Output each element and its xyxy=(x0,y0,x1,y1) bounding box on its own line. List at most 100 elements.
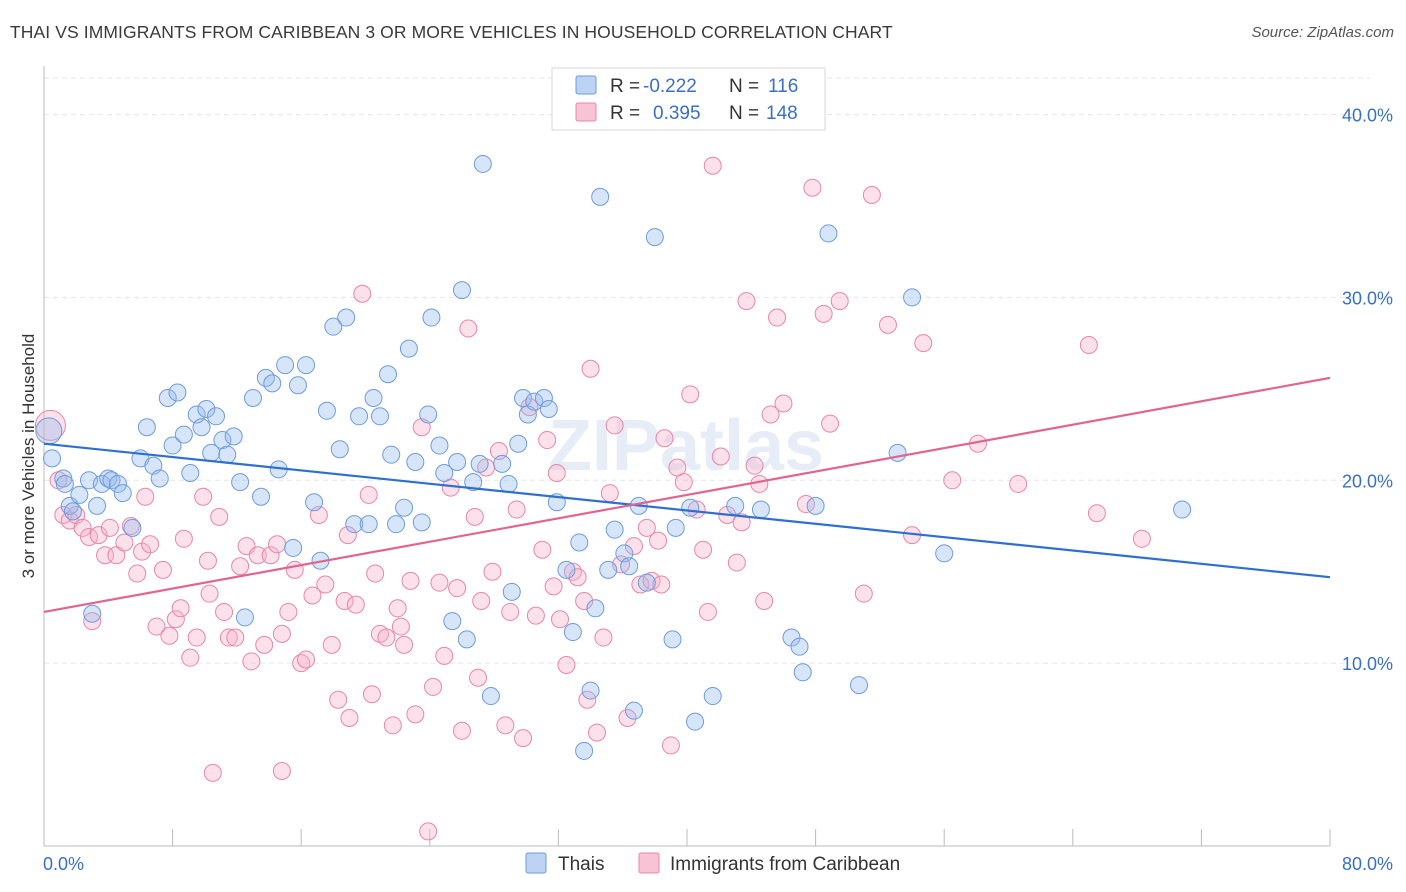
thais-point xyxy=(457,630,476,649)
caribbean-point xyxy=(1087,504,1106,523)
thais-point xyxy=(663,630,682,649)
caribbean-point xyxy=(862,186,881,205)
caribbean-point xyxy=(115,533,134,552)
caribbean-point xyxy=(242,652,261,671)
caribbean-point xyxy=(526,606,545,625)
caribbean-point xyxy=(147,617,166,636)
caribbean-point xyxy=(34,409,66,441)
caribbean-point xyxy=(322,635,341,654)
thais-point xyxy=(284,538,303,557)
thais-point xyxy=(493,454,512,473)
thais-point xyxy=(168,383,187,402)
caribbean-point xyxy=(727,553,746,572)
thais-point xyxy=(163,436,182,455)
caribbean-point xyxy=(745,456,764,475)
thais-point xyxy=(297,356,316,375)
caribbean-point xyxy=(231,557,250,576)
thais-point xyxy=(599,560,618,579)
caribbean-point xyxy=(136,487,155,506)
thais-point xyxy=(514,389,533,407)
thais-point xyxy=(464,473,483,492)
thais-point xyxy=(726,496,745,515)
thais-point xyxy=(473,154,492,173)
thais-point xyxy=(276,356,295,375)
caribbean-point xyxy=(637,518,656,537)
thais-point xyxy=(263,374,282,393)
caribbean-point xyxy=(711,447,730,466)
thais-point xyxy=(605,520,624,539)
thais-point xyxy=(35,417,63,445)
thais-point xyxy=(43,449,62,468)
stats-n-label-caribbean: N = xyxy=(729,103,759,124)
thais-point xyxy=(364,389,383,407)
thais-point xyxy=(412,513,431,532)
caribbean-point xyxy=(171,599,190,618)
thais-point xyxy=(681,498,700,517)
stats-box-frame xyxy=(551,67,826,131)
caribbean-point xyxy=(594,628,613,647)
caribbean-point xyxy=(340,709,359,727)
caribbean-point xyxy=(557,655,576,674)
caribbean-point xyxy=(292,654,311,673)
caribbean-point xyxy=(575,591,594,610)
caribbean-point xyxy=(153,560,172,579)
stats-n-label-thais: N = xyxy=(729,76,759,97)
thais-point xyxy=(399,339,418,358)
caribbean-point xyxy=(424,677,443,696)
caribbean-point xyxy=(755,591,774,610)
thais-point xyxy=(509,434,528,453)
thais-point xyxy=(751,500,770,519)
caribbean-point xyxy=(100,518,119,537)
thais-point xyxy=(387,515,406,534)
thais-point xyxy=(703,687,722,706)
caribbean-point xyxy=(830,292,849,311)
caribbean-point xyxy=(335,591,354,610)
caribbean-point xyxy=(703,156,722,175)
thais-point xyxy=(305,493,324,512)
thais-point xyxy=(350,407,369,426)
caribbean-point xyxy=(563,562,582,581)
legend-label-caribbean: Immigrants from Caribbean xyxy=(670,854,900,875)
caribbean-point xyxy=(587,723,606,742)
caribbean-point xyxy=(649,531,668,550)
caribbean-point xyxy=(435,646,454,665)
caribbean-point xyxy=(107,546,126,565)
stats-r-label-caribbean: R = xyxy=(610,103,640,124)
caribbean-point xyxy=(359,485,378,504)
caribbean-point xyxy=(533,540,552,559)
caribbean-point xyxy=(914,334,933,353)
caribbean-point xyxy=(538,431,557,450)
thais-point xyxy=(224,427,243,446)
thais-point xyxy=(502,582,521,601)
caribbean-point xyxy=(469,668,488,687)
thais-point xyxy=(903,288,922,307)
caribbean-point xyxy=(681,385,700,404)
caribbean-point xyxy=(483,562,502,581)
caribbean-point xyxy=(73,518,92,537)
y-tick-label: 30.0% xyxy=(1342,288,1393,308)
thais-point xyxy=(197,399,216,418)
caribbean-point xyxy=(377,628,396,647)
stats-r-value-caribbean: 0.395 xyxy=(653,103,701,124)
thais-point xyxy=(406,453,425,471)
caribbean-point xyxy=(219,628,238,647)
stats-swatch-caribbean xyxy=(575,102,597,122)
caribbean-point xyxy=(652,575,671,594)
stats-r-label-thais: R = xyxy=(610,76,640,97)
thais-point xyxy=(83,604,102,623)
caribbean-point xyxy=(821,414,840,433)
thais-point xyxy=(620,557,639,576)
caribbean-point xyxy=(215,602,234,621)
thais-point xyxy=(235,608,254,627)
thais-point xyxy=(207,407,226,426)
thais-point xyxy=(150,469,169,488)
thais-point xyxy=(793,663,812,682)
caribbean-point xyxy=(694,540,713,559)
thais-point xyxy=(591,187,610,206)
thais-point xyxy=(452,281,471,300)
caribbean-point xyxy=(605,416,624,435)
caribbean-point xyxy=(943,471,962,490)
thais-point xyxy=(137,418,156,437)
thais-point xyxy=(213,431,232,450)
caribbean-point xyxy=(655,429,674,448)
